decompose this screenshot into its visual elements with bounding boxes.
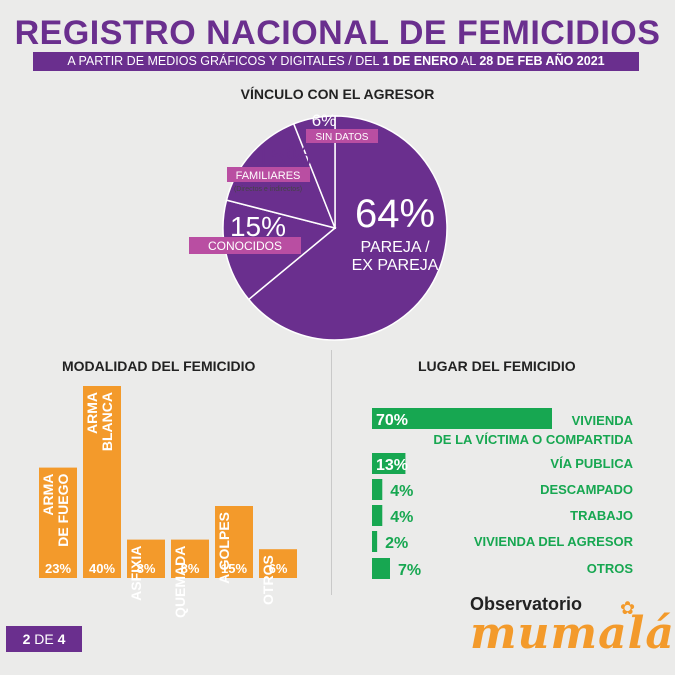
- bar-category-label: A GOLPES: [216, 512, 232, 584]
- bar-category-label: ARMA: [84, 392, 100, 434]
- pie-category-label: CONOCIDOS: [208, 239, 282, 253]
- pie-value-label: 15%: [230, 211, 286, 242]
- bar: [259, 549, 297, 578]
- logo-observatorio: Observatorio: [470, 594, 583, 614]
- bar-value-label: 6%: [269, 561, 288, 576]
- bar-category-label: ARMA: [40, 474, 56, 516]
- pie-slice: [292, 115, 336, 229]
- hbar-category-label: VÍA PUBLICA: [550, 456, 633, 471]
- bar-category-label: OTROS: [260, 555, 276, 605]
- subtitle-end-date: 28 DE FEB AÑO 2021: [479, 54, 605, 68]
- pie-label-box: [227, 167, 310, 182]
- pie-value-label: 15%: [255, 141, 311, 172]
- pie-category-label: SIN DATOS: [316, 132, 369, 143]
- date-range-banner: A PARTIR DE MEDIOS GRÁFICOS Y DIGITALES …: [33, 52, 639, 71]
- pie-value-label: 64%: [355, 192, 435, 236]
- bar-chart-title: MODALIDAD DEL FEMICIDIO: [62, 358, 256, 374]
- hbar-category-label: TRABAJO: [570, 508, 633, 523]
- bar-category-label: ASFIXIA: [128, 546, 144, 601]
- subtitle-source: A PARTIR DE MEDIOS GRÁFICOS Y DIGITALES …: [67, 54, 383, 68]
- bar: [171, 539, 209, 578]
- hbar: [372, 558, 390, 579]
- pie-value-label: 6%: [312, 111, 337, 130]
- hbar-value-label: 70%: [376, 412, 408, 429]
- bar-category-label: BLANCA: [99, 392, 115, 451]
- pie-category-label: EX PAREJA: [352, 257, 439, 274]
- hbar-category-label: DESCAMPADO: [540, 482, 633, 497]
- page-indicator: 2 DE 4: [6, 626, 82, 652]
- bar: [83, 386, 121, 578]
- hbar: [372, 408, 552, 429]
- bar: [39, 467, 77, 578]
- pie-label-box: [306, 129, 378, 143]
- hbar-value-label: 2%: [385, 535, 408, 552]
- hbar-category-label: VIVIENDA: [572, 413, 634, 428]
- bar: [215, 506, 253, 578]
- hbar-category-label: DE LA VÍCTIMA O COMPARTIDA: [433, 432, 633, 447]
- hbar-category-label: VIVIENDA DEL AGRESOR: [474, 534, 634, 549]
- logo-mumala: mumalá: [470, 608, 675, 659]
- hbar-value-label: 7%: [398, 562, 421, 579]
- bar-value-label: 23%: [45, 561, 71, 576]
- hbar-category-label: OTROS: [587, 561, 634, 576]
- butterfly-icon: ✿: [620, 598, 636, 618]
- hbar-value-label: 4%: [390, 509, 413, 526]
- bar: [127, 539, 165, 578]
- section-divider: [331, 350, 332, 595]
- hbar-value-label: 4%: [390, 483, 413, 500]
- bar-category-label: DE FUEGO: [55, 473, 71, 546]
- bar-category-label: QUEMADA: [172, 546, 188, 618]
- pie-category-label: PAREJA /: [360, 239, 430, 256]
- page-separator: DE: [30, 631, 58, 647]
- pie-title: VÍNCULO CON EL AGRESOR: [240, 86, 435, 102]
- pie-label-box: [189, 237, 301, 254]
- hbar: [372, 453, 406, 474]
- hbar-chart-title: LUGAR DEL FEMICIDIO: [418, 358, 576, 374]
- subtitle-start-date: 1 DE ENERO: [382, 54, 459, 68]
- pie-slice: [247, 115, 448, 341]
- bar-value-label: 15%: [221, 561, 247, 576]
- pie-category-label: FAMILIARES: [236, 170, 301, 182]
- page-total: 4: [57, 631, 66, 647]
- hbar: [372, 531, 378, 552]
- hbar: [372, 479, 383, 500]
- page-current: 2: [22, 631, 31, 647]
- page-title: REGISTRO NACIONAL DE FEMICIDIOS: [14, 14, 661, 52]
- subtitle-connector: AL: [458, 54, 480, 68]
- hbar-value-label: 13%: [376, 457, 408, 474]
- bar-value-label: 40%: [89, 561, 115, 576]
- hbar: [372, 505, 383, 526]
- bar-value-label: 8%: [181, 561, 200, 576]
- pie-category-note: (Directos e indirectos): [234, 186, 302, 193]
- bar-value-label: 8%: [137, 561, 156, 576]
